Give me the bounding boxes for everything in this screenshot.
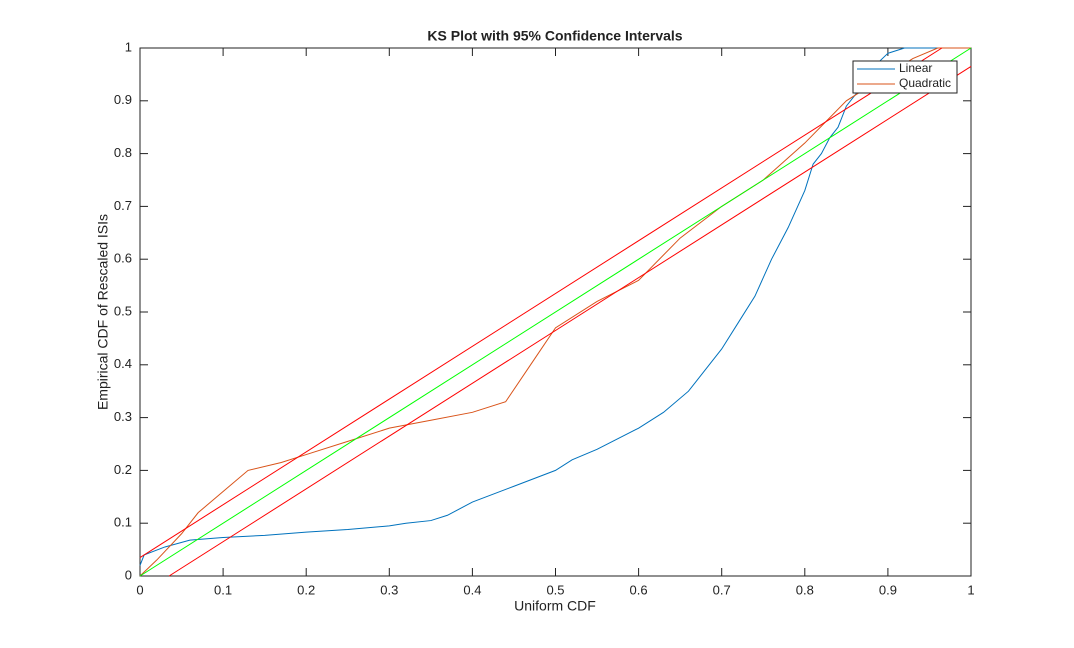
- y-tick-label: 0.6: [114, 251, 132, 266]
- legend-label: Linear: [899, 61, 932, 75]
- y-tick-label: 1: [125, 39, 132, 54]
- y-tick-label: 0.2: [114, 462, 132, 477]
- y-tick-label: 0.5: [114, 303, 132, 318]
- chart-title: KS Plot with 95% Confidence Intervals: [427, 28, 682, 44]
- y-tick-label: 0.3: [114, 409, 132, 424]
- x-tick-label: 0.1: [214, 582, 232, 597]
- y-tick-label: 0: [125, 567, 132, 582]
- y-tick-label: 0.4: [114, 356, 132, 371]
- x-tick-label: 0.2: [297, 582, 315, 597]
- x-axis-label: Uniform CDF: [514, 598, 596, 614]
- x-tick-label: 0.4: [463, 582, 481, 597]
- series-line: [139, 47, 943, 558]
- series-line: [168, 66, 972, 577]
- legend-label: Quadratic: [899, 76, 951, 90]
- x-tick-label: 1: [967, 582, 974, 597]
- x-tick-label: 0.5: [546, 582, 564, 597]
- y-tick-label: 0.8: [114, 145, 132, 160]
- y-axis-label: Empirical CDF of Rescaled ISIs: [95, 214, 111, 410]
- y-tick-label: 0.7: [114, 198, 132, 213]
- x-tick-label: 0.8: [796, 582, 814, 597]
- y-tick-label: 0.9: [114, 92, 132, 107]
- x-tick-label: 0.6: [630, 582, 648, 597]
- x-tick-label: 0.3: [380, 582, 398, 597]
- series-line: [139, 47, 972, 577]
- x-tick-label: 0: [136, 582, 143, 597]
- x-tick-label: 0.9: [879, 582, 897, 597]
- legend-box: [852, 60, 958, 94]
- y-tick-label: 0.1: [114, 515, 132, 530]
- x-tick-label: 0.7: [713, 582, 731, 597]
- series-line: [139, 47, 971, 577]
